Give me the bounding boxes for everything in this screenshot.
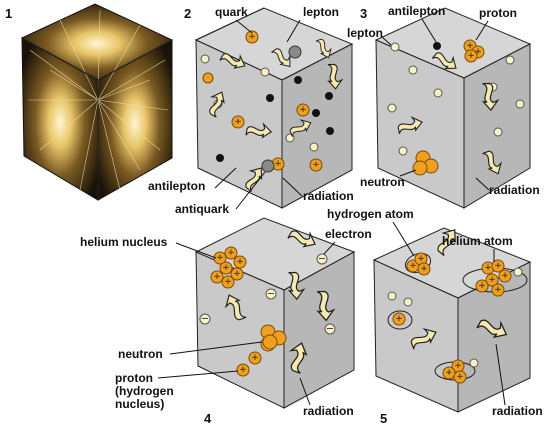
svg-text:+: + xyxy=(251,353,259,363)
svg-text:+: + xyxy=(445,368,453,378)
label-helium-nucleus: helium nucleus xyxy=(80,235,168,249)
svg-text:−: − xyxy=(267,289,275,300)
svg-text:+: + xyxy=(213,272,221,282)
svg-text:−: − xyxy=(318,254,326,265)
label-antiquark: antiquark xyxy=(175,202,229,216)
svg-text:+: + xyxy=(467,51,475,61)
label-lepton-p3: lepton xyxy=(347,26,383,40)
svg-text:+: + xyxy=(488,275,496,285)
svg-text:+: + xyxy=(456,372,464,382)
svg-text:+: + xyxy=(299,105,307,115)
svg-text:+: + xyxy=(395,314,403,324)
label-lepton-p2: lepton xyxy=(303,5,339,19)
svg-text:+: + xyxy=(248,32,256,42)
svg-text:+: + xyxy=(236,257,244,267)
svg-text:+: + xyxy=(224,277,232,287)
label-proton-p3: proton xyxy=(479,6,517,20)
label-antilepton-p3: antilepton xyxy=(388,4,445,18)
label-radiation-p4: radiation xyxy=(303,404,354,418)
svg-text:+: + xyxy=(420,264,428,274)
panel-number-2: 2 xyxy=(184,6,191,21)
svg-text:+: + xyxy=(227,248,235,258)
svg-text:−: − xyxy=(326,324,334,335)
svg-text:+: + xyxy=(234,117,242,127)
svg-text:+: + xyxy=(494,285,502,295)
label-radiation-p5: radiation xyxy=(492,404,543,418)
svg-text:+: + xyxy=(478,281,486,291)
label-hydrogen-atom: hydrogen atom xyxy=(327,207,414,221)
label-proton-line2: (hydrogen xyxy=(115,384,174,398)
label-radiation-p3: radiation xyxy=(489,183,540,197)
svg-text:+: + xyxy=(417,254,425,264)
panel-number-3: 3 xyxy=(360,6,367,21)
svg-text:+: + xyxy=(454,361,462,371)
panel-number-4: 4 xyxy=(204,411,212,426)
label-proton-line1: proton xyxy=(115,371,153,385)
label-quark: quark xyxy=(215,5,248,19)
label-proton-line3: nucleus) xyxy=(115,397,164,411)
label-antilepton-p2: antilepton xyxy=(148,179,205,193)
svg-text:−: − xyxy=(201,314,209,325)
panel-number-1: 1 xyxy=(5,6,12,21)
label-electron: electron xyxy=(325,227,372,241)
label-radiation-p2: radiation xyxy=(303,189,354,203)
svg-text:+: + xyxy=(222,263,230,273)
svg-text:+: + xyxy=(312,160,320,170)
panel-number-5: 5 xyxy=(380,411,387,426)
label-neutron-p3: neutron xyxy=(360,175,405,189)
svg-text:+: + xyxy=(501,271,509,281)
panel-1-cube xyxy=(22,4,172,200)
svg-text:+: + xyxy=(274,159,282,169)
label-neutron-p4: neutron xyxy=(118,347,163,361)
label-helium-atom: helium atom xyxy=(442,234,513,248)
svg-text:+: + xyxy=(239,365,247,375)
svg-text:+: + xyxy=(484,263,492,273)
svg-text:+: + xyxy=(494,261,502,271)
svg-text:+: + xyxy=(233,269,241,279)
svg-text:+: + xyxy=(216,253,224,263)
